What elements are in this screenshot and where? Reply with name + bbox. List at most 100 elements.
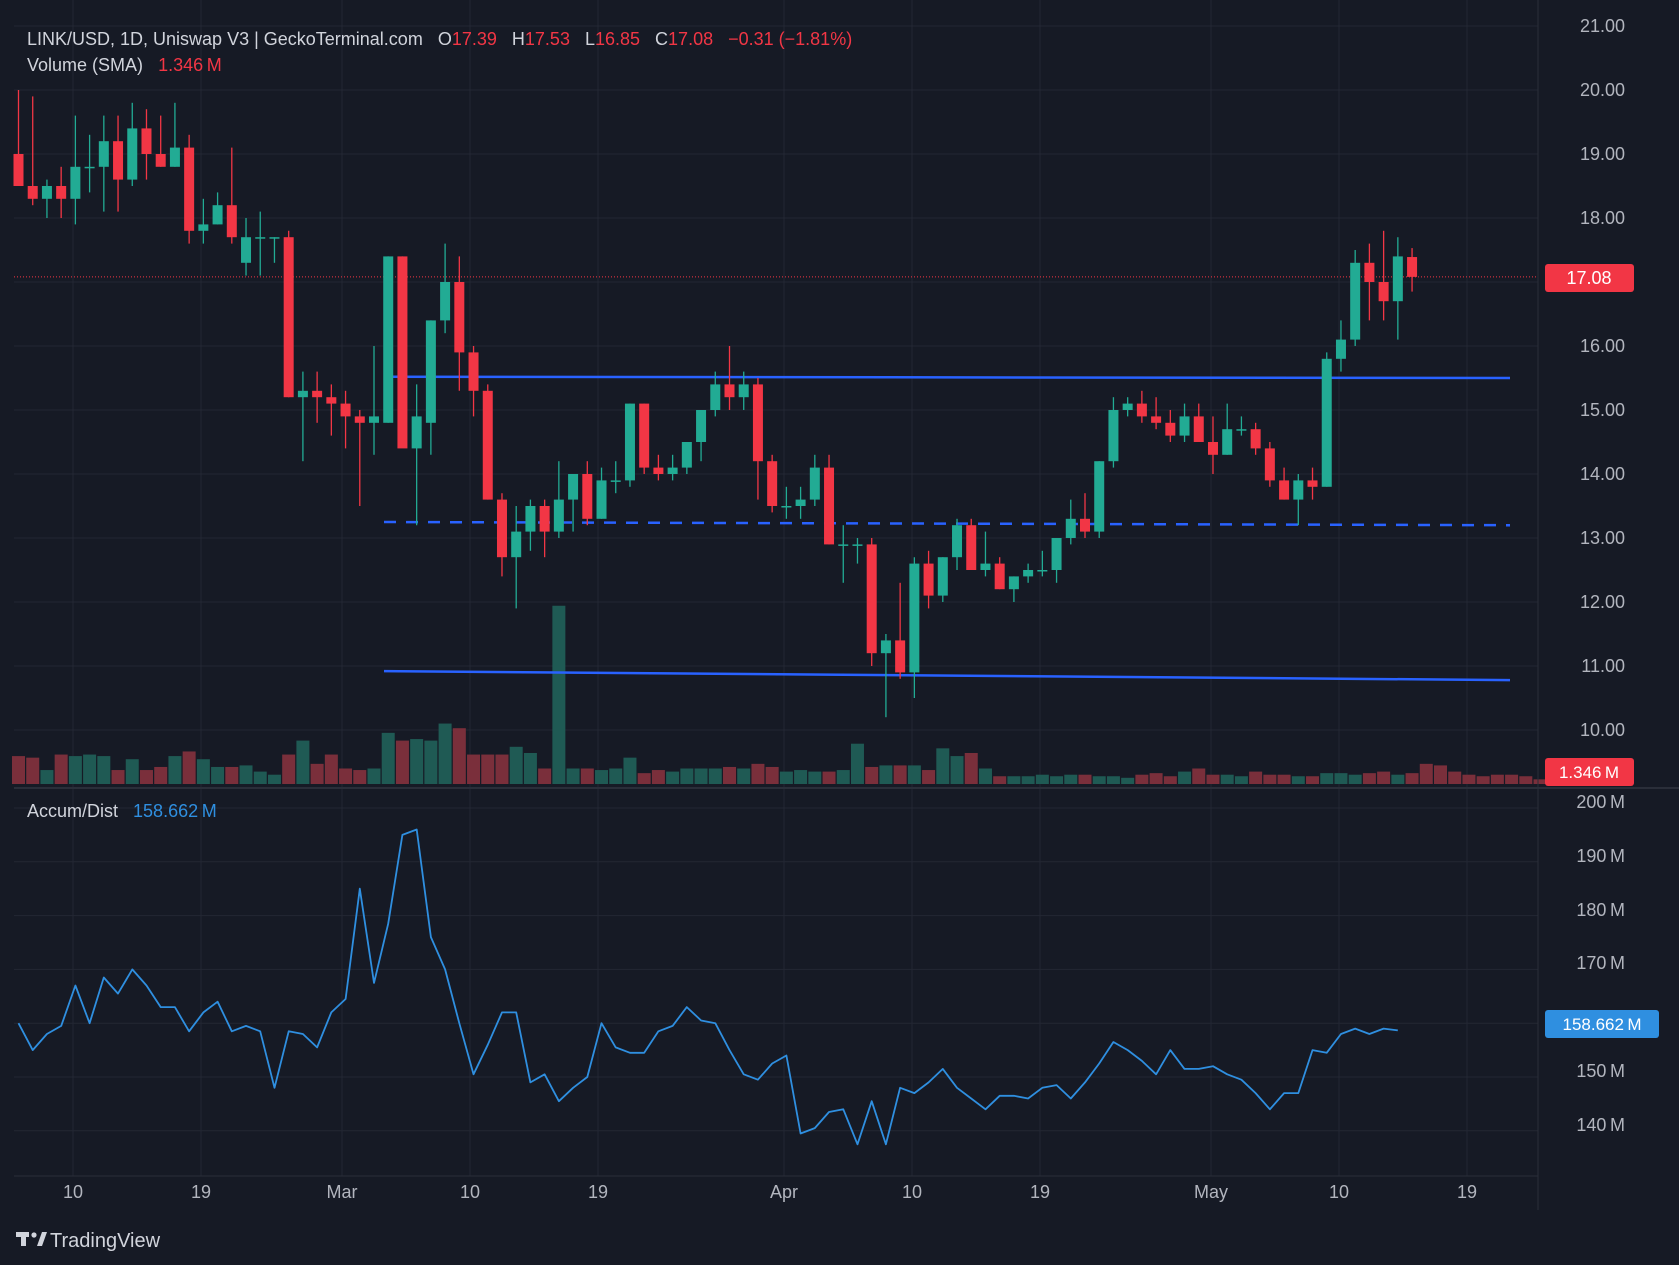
volume-bar	[651, 770, 665, 784]
volume-bar	[296, 740, 310, 784]
candle-body	[610, 480, 621, 482]
volume-bar	[694, 768, 708, 784]
volume-bar	[225, 766, 239, 784]
volume-bar	[523, 753, 537, 784]
candle-body	[312, 390, 323, 398]
candle-body	[781, 506, 792, 508]
volume-bar	[410, 739, 424, 784]
volume-bar	[936, 748, 950, 784]
candle-body	[980, 563, 991, 570]
volume-label: Volume (SMA)	[27, 55, 143, 75]
volume-bar	[353, 770, 367, 784]
volume-bar	[1192, 768, 1206, 784]
candle-body	[241, 237, 252, 263]
volume-bar	[1135, 774, 1149, 784]
ad-axis[interactable]: 200 M 190 M 180 M 170 M 150 M 140 M	[1576, 792, 1625, 1135]
ad-value: 158.662 M	[133, 801, 217, 821]
volume-bar	[253, 771, 267, 784]
candle-body	[340, 403, 351, 417]
time-tick: 19	[1030, 1182, 1050, 1202]
volume-bar	[580, 768, 594, 784]
candle-body	[184, 147, 195, 231]
candle-body	[13, 154, 24, 186]
time-tick: Apr	[770, 1182, 798, 1202]
ad-badge: 158.662 M	[1545, 1010, 1659, 1038]
candle-body	[1108, 410, 1119, 462]
volume-bar	[395, 740, 409, 784]
ad-legend: Accum/Dist 158.662 M	[27, 801, 217, 821]
candle-body	[639, 403, 650, 468]
volume-bar	[566, 768, 580, 784]
ad-tick: 180 M	[1576, 900, 1625, 920]
volume-bar	[1533, 779, 1547, 784]
ad-badge-bg	[1545, 1010, 1659, 1038]
trend-line	[383, 375, 1511, 380]
candle-body	[1378, 282, 1389, 302]
volume-bar	[865, 766, 879, 784]
volume-bar	[538, 768, 552, 784]
volume-bar	[168, 756, 182, 784]
volume-bar	[1092, 776, 1106, 784]
candle-body	[1122, 403, 1133, 410]
volume-bar	[680, 768, 694, 784]
volume-bar	[481, 754, 495, 784]
candle-body	[1165, 422, 1176, 436]
volume-bar	[1206, 774, 1220, 784]
candle-body	[1293, 480, 1304, 500]
candle-body	[440, 282, 451, 321]
high-value: 17.53	[525, 29, 570, 49]
candle-body	[1321, 358, 1332, 487]
ad-badge-text: 158.662 M	[1562, 1015, 1641, 1034]
ad-label: Accum/Dist	[27, 801, 118, 821]
candle-body	[1193, 416, 1204, 442]
volume-bar	[552, 605, 566, 784]
open-label: O	[438, 29, 452, 49]
volume-bar	[1064, 774, 1078, 784]
tradingview-logo-text: TradingView	[50, 1230, 161, 1252]
volume-bar	[765, 766, 779, 784]
candle-body	[141, 128, 152, 154]
low-label: L	[585, 29, 595, 49]
last-volume-badge-text: 1.346 M	[1559, 763, 1619, 782]
volume-bar	[125, 759, 139, 784]
candle-body	[269, 237, 280, 239]
candle-body	[1151, 416, 1162, 423]
candle-body	[653, 467, 664, 474]
volume-bar	[54, 754, 68, 784]
price-axis[interactable]: 21.00 20.00 19.00 18.00 16.00 15.00 14.0…	[1580, 16, 1625, 740]
candles	[13, 90, 1418, 718]
price-tick: 14.00	[1580, 464, 1625, 484]
volume-bar	[950, 756, 964, 784]
candle-body	[297, 390, 308, 398]
candle-body	[624, 403, 635, 481]
accum-dist-line	[17, 828, 1398, 1146]
volume-bar	[1419, 763, 1433, 784]
candle-body	[809, 467, 820, 500]
volume-bar	[495, 754, 509, 784]
volume-bar	[324, 754, 338, 784]
candle-body	[226, 205, 237, 238]
tradingview-logo[interactable]: TradingView	[16, 1230, 161, 1252]
volume-bar	[708, 768, 722, 784]
trend-line-dashed	[383, 520, 1511, 527]
candle-body	[852, 544, 863, 546]
candle-body	[710, 384, 721, 410]
time-axis[interactable]: 10 19 Mar 10 19 Apr 10 19 May 10 19	[63, 1182, 1477, 1202]
volume-legend: Volume (SMA) 1.346 M	[27, 55, 222, 75]
candle-body	[895, 640, 906, 673]
candle-body	[1279, 480, 1290, 500]
candle-body	[1008, 576, 1019, 590]
candle-body	[752, 384, 763, 462]
candle-body	[397, 256, 408, 449]
volume-bar	[26, 757, 40, 784]
open-value: 17.39	[452, 29, 497, 49]
candle-body	[41, 186, 52, 199]
candle-body	[1179, 416, 1190, 436]
candle-body	[70, 166, 81, 199]
price-tick: 18.00	[1580, 208, 1625, 228]
last-volume-badge: 1.346 M	[1545, 758, 1634, 786]
ad-tick: 170 M	[1576, 953, 1625, 973]
candle-body	[923, 563, 934, 596]
symbol-title: LINK/USD, 1D, Uniswap V3 | GeckoTerminal…	[27, 29, 852, 49]
